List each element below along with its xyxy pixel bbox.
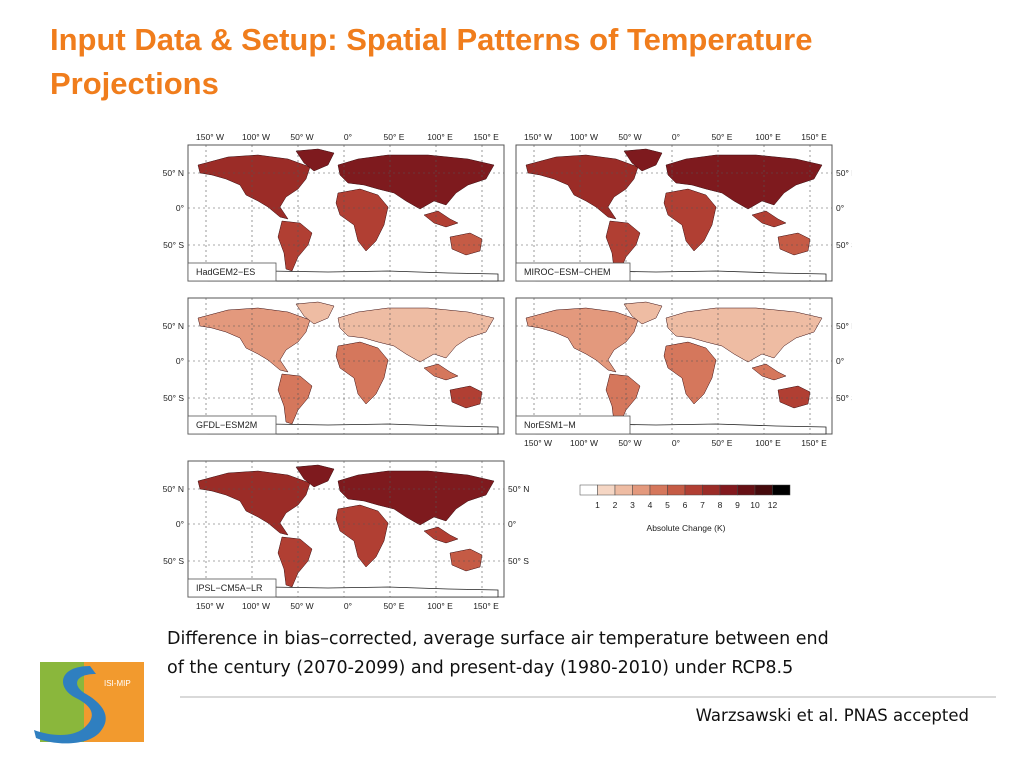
- longitude-tick-label: 0°: [672, 132, 680, 142]
- footer-divider: [180, 696, 996, 698]
- colorbar-tick-label: 4: [648, 500, 653, 510]
- latitude-tick-label: 0°: [836, 356, 844, 366]
- colorbar-tick-label: 12: [768, 500, 778, 510]
- map-panel: HadGEM2−ES 50° N 0° 50° S 150° W 100° W 50° W 0…: [163, 132, 505, 282]
- longitude-tick-label: 100° E: [427, 601, 453, 611]
- map-panel: IPSL−CM5A−LR 50° N 0° 50° S 50° N 0° 50° S 150°…: [163, 460, 529, 611]
- citation: Warzsawski et al. PNAS accepted: [695, 706, 969, 725]
- longitude-tick-label: 0°: [344, 601, 352, 611]
- colorbar-tick-label: 5: [665, 500, 670, 510]
- colorbar-tick-label: 10: [750, 500, 760, 510]
- latitude-tick-label: 50° N: [163, 321, 184, 331]
- map-panel: GFDL−ESM2M 50° N 0° 50° S: [163, 297, 505, 435]
- longitude-tick-label: 150° E: [801, 132, 827, 142]
- longitude-tick-label: 100° E: [755, 132, 781, 142]
- colorbar-swatch: [632, 484, 651, 496]
- isimip-logo: ISI-MIP: [34, 662, 144, 744]
- latitude-tick-label: 0°: [176, 356, 184, 366]
- model-name-label: IPSL−CM5A−LR: [196, 583, 263, 593]
- longitude-tick-label: 100° W: [242, 132, 270, 142]
- colorbar-swatch: [667, 484, 686, 496]
- colorbar-swatch: [614, 484, 633, 496]
- latitude-tick-label: 0°: [176, 203, 184, 213]
- longitude-tick-label: 100° E: [755, 438, 781, 448]
- longitude-tick-label: 50° E: [712, 438, 733, 448]
- slide-title: Input Data & Setup: Spatial Patterns of …: [50, 22, 813, 101]
- colorbar-swatch: [737, 484, 756, 496]
- caption-line-2: of the century (2070-2099) and present-d…: [167, 658, 794, 678]
- model-name-label: GFDL−ESM2M: [196, 420, 257, 430]
- colorbar-label: Absolute Change (K): [647, 523, 726, 533]
- colorbar-tick-label: 9: [735, 500, 740, 510]
- longitude-tick-label: 50° E: [712, 132, 733, 142]
- colorbar-tick-label: 7: [700, 500, 705, 510]
- figure-caption: Difference in bias–corrected, average su…: [167, 625, 967, 683]
- latitude-tick-label: 0°: [176, 519, 184, 529]
- longitude-tick-label: 0°: [344, 132, 352, 142]
- latitude-tick-label: 50° S: [163, 393, 184, 403]
- colorbar: 1 2 3 4 5 6 7 8 9 10 12: [579, 484, 791, 510]
- longitude-tick-label: 100° E: [427, 132, 453, 142]
- latitude-tick-label: 50° S: [836, 240, 852, 250]
- longitude-tick-label: 0°: [672, 438, 680, 448]
- longitude-tick-label: 150° E: [473, 132, 499, 142]
- latitude-tick-label: 50° N: [836, 168, 852, 178]
- longitude-tick-label: 100° W: [570, 438, 598, 448]
- colorbar-tick-label: 8: [718, 500, 723, 510]
- longitude-tick-label: 150° W: [196, 132, 224, 142]
- model-name-label: NorESM1−M: [524, 420, 576, 430]
- caption-line-1: Difference in bias–corrected, average su…: [167, 629, 829, 649]
- longitude-tick-label: 100° W: [242, 601, 270, 611]
- latitude-tick-label: 0°: [836, 203, 844, 213]
- latitude-tick-label: 50° N: [836, 321, 852, 331]
- latitude-tick-label: 50° N: [163, 168, 184, 178]
- latitude-tick-label: 50° N: [508, 484, 529, 494]
- longitude-tick-label: 150° E: [801, 438, 827, 448]
- colorbar-tick-label: 2: [613, 500, 618, 510]
- model-name-label: MIROC−ESM−CHEM: [524, 267, 611, 277]
- longitude-tick-label: 50° E: [384, 132, 405, 142]
- map-panel: NorESM1−M 50° N 0° 50° S 150° W 100° W 50° W 0°…: [515, 297, 852, 448]
- longitude-tick-label: 50° W: [618, 132, 641, 142]
- latitude-tick-label: 50° N: [163, 484, 184, 494]
- latitude-tick-label: 50° S: [163, 240, 184, 250]
- latitude-tick-label: 50° S: [163, 556, 184, 566]
- latitude-tick-label: 50° S: [836, 393, 852, 403]
- colorbar-tick-label: 6: [683, 500, 688, 510]
- colorbar-tick-label: 1: [595, 500, 600, 510]
- longitude-tick-label: 150° W: [524, 438, 552, 448]
- longitude-tick-label: 150° W: [524, 132, 552, 142]
- colorbar-swatch: [649, 484, 668, 496]
- colorbar-swatch: [772, 484, 791, 496]
- colorbar-swatch: [754, 484, 773, 496]
- logo-text: ISI-MIP: [104, 679, 131, 688]
- model-name-label: HadGEM2−ES: [196, 267, 255, 277]
- latitude-tick-label: 50° S: [508, 556, 529, 566]
- longitude-tick-label: 50° W: [618, 438, 641, 448]
- colorbar-swatch: [579, 484, 598, 496]
- longitude-tick-label: 100° W: [570, 132, 598, 142]
- longitude-tick-label: 150° W: [196, 601, 224, 611]
- longitude-tick-label: 50° W: [290, 132, 313, 142]
- colorbar-swatch: [684, 484, 703, 496]
- colorbar-tick-label: 3: [630, 500, 635, 510]
- longitude-tick-label: 50° W: [290, 601, 313, 611]
- longitude-tick-label: 50° E: [384, 601, 405, 611]
- longitude-tick-label: 150° E: [473, 601, 499, 611]
- colorbar-swatch: [719, 484, 738, 496]
- colorbar-swatch: [702, 484, 721, 496]
- colorbar-swatch: [597, 484, 616, 496]
- map-panel: MIROC−ESM−CHEM 50° N 0° 50° S 150° W 100° W 50…: [515, 132, 852, 282]
- latitude-tick-label: 0°: [508, 519, 516, 529]
